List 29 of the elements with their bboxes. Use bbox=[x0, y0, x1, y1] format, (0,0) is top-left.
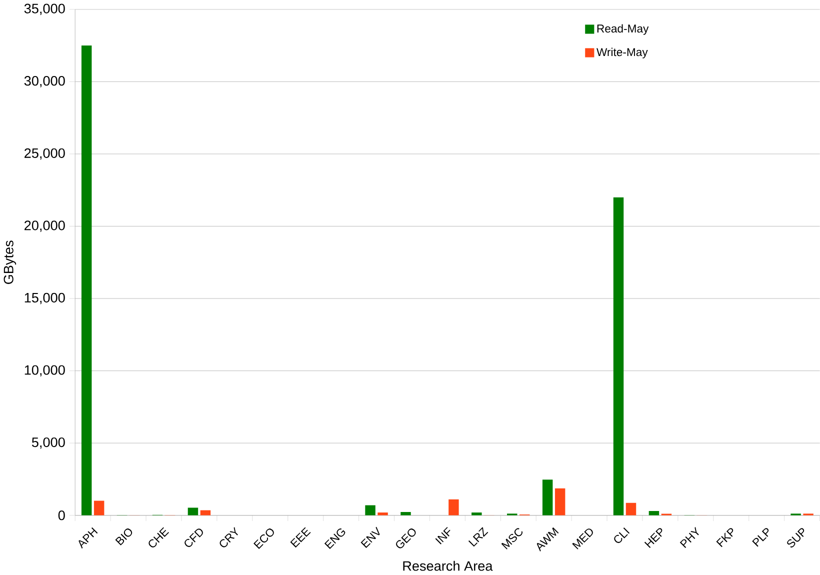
bar bbox=[365, 505, 376, 516]
x-tick-label: FKP bbox=[716, 528, 734, 548]
bar bbox=[554, 488, 566, 516]
y-axis-title: GBytes bbox=[4, 240, 16, 284]
x-tick-label: PLP bbox=[752, 528, 769, 547]
bar bbox=[94, 500, 104, 516]
bar bbox=[542, 480, 553, 516]
legend-label: Read-May bbox=[597, 24, 649, 36]
x-axis-title: Research Area bbox=[403, 561, 493, 571]
y-tick-label: 15,000 bbox=[24, 293, 65, 304]
y-tick-label: 0 bbox=[58, 510, 65, 520]
x-tick-label: INF bbox=[435, 527, 450, 545]
y-tick-label: 20,000 bbox=[24, 220, 65, 232]
y-tick-label: 10,000 bbox=[24, 365, 65, 377]
x-tick-label: CLI bbox=[614, 528, 630, 544]
bar bbox=[400, 512, 411, 516]
y-tick-label: 35,000 bbox=[24, 4, 65, 16]
x-tick-label: CFD bbox=[184, 528, 203, 548]
bar bbox=[188, 508, 198, 516]
bar bbox=[81, 46, 92, 516]
bar bbox=[613, 198, 624, 516]
x-tick-label: BIO bbox=[115, 528, 132, 546]
y-tick-label: 30,000 bbox=[24, 76, 65, 88]
y-tick-label: 25,000 bbox=[24, 148, 65, 160]
y-tick-label: 5,000 bbox=[32, 438, 65, 449]
legend-label: Write-May bbox=[596, 48, 648, 59]
bar bbox=[448, 500, 459, 516]
bar bbox=[648, 511, 660, 516]
bar bbox=[626, 503, 636, 516]
